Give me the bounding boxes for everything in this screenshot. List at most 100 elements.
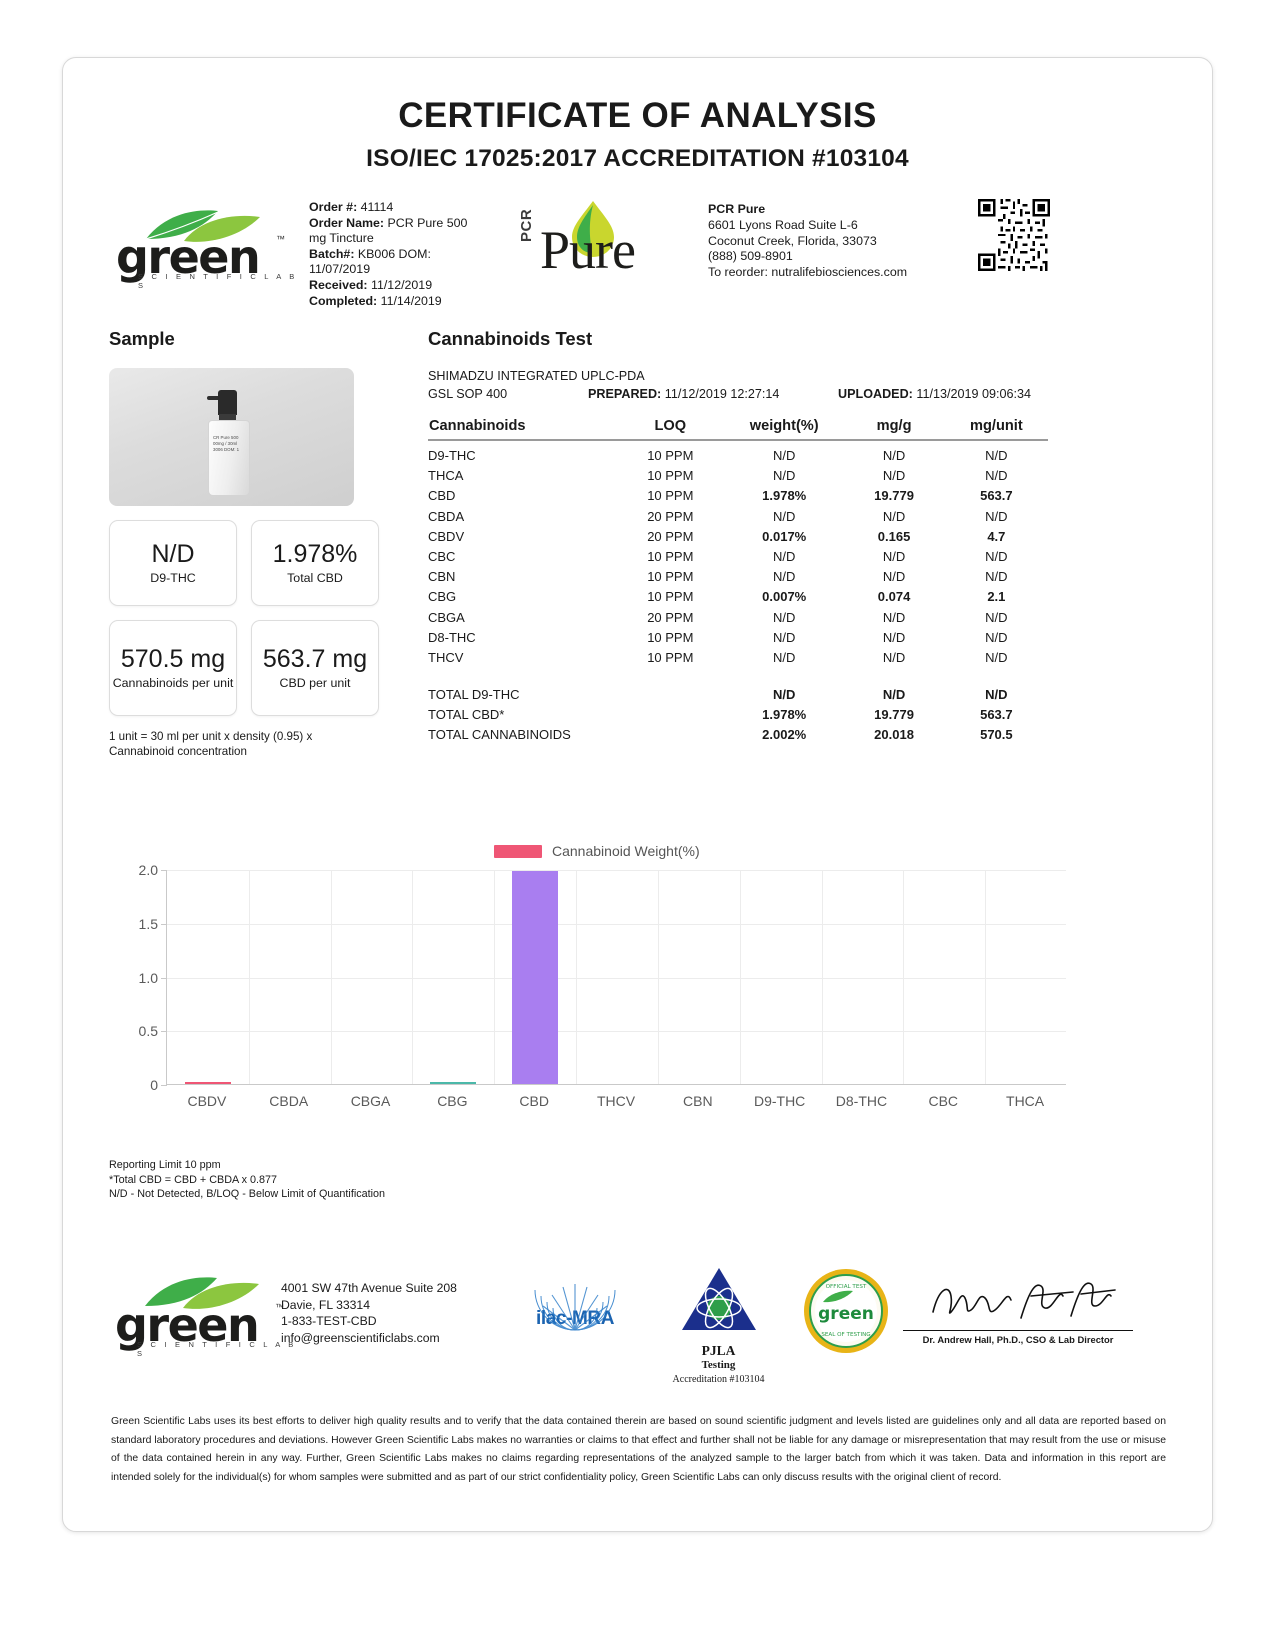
order-name-value: PCR Pure 500 mg Tincture <box>309 215 468 246</box>
client-phone: (888) 509-8901 <box>708 249 793 264</box>
bottle-label-text: CR Pure 500 00mg / 30ml 3006 DOM: 1 <box>213 435 240 452</box>
signature-mark-icon <box>903 1272 1133 1330</box>
pcr-prefix: PCR <box>518 208 535 242</box>
pjla-accreditation-text: Accreditation #103104 <box>672 1374 765 1385</box>
chart-gridline-vertical <box>330 870 332 1084</box>
table-row: D8-THC 10 PPM N/D N/D N/D <box>428 627 1048 647</box>
signatory-name: Dr. Andrew Hall, Ph.D., CSO & Lab Direct… <box>903 1330 1133 1345</box>
logo-wordmark: green <box>116 230 261 284</box>
svg-text:green: green <box>818 1304 874 1324</box>
chart-x-tick-label: CBGA <box>350 1093 391 1109</box>
instrument-name: SHIMADZU INTEGRATED UPLC-PDA <box>428 369 645 383</box>
cell-loq: 10 PPM <box>647 488 694 504</box>
cell-loq: 20 PPM <box>647 609 694 625</box>
column-header-mgunit: mg/unit <box>944 417 1048 441</box>
cell-loq <box>616 725 725 745</box>
chart-y-tick-label: 1.0 <box>138 969 158 986</box>
page-title: CERTIFICATE OF ANALYSIS <box>398 96 877 135</box>
summary-box-cannabinoids-per-unit: 570.5 mg Cannabinoids per unit <box>109 620 237 716</box>
lab-address-line1: 4001 SW 47th Avenue Suite 208 <box>281 1281 457 1295</box>
cell-mgunit: N/D <box>985 649 1008 665</box>
table-row: CBGA 20 PPM N/D N/D N/D <box>428 607 1048 627</box>
test-metadata: SHIMADZU INTEGRATED UPLC-PDA GSL SOP 400… <box>428 367 1173 403</box>
chart-y-tickmark <box>161 1031 167 1033</box>
cell-mgunit: N/D <box>985 609 1008 625</box>
cell-mgunit: 563.7 <box>980 707 1013 723</box>
qr-code-icon <box>978 199 1050 271</box>
order-number-value: 41114 <box>360 200 394 214</box>
cell-mgunit: N/D <box>985 629 1008 645</box>
cell-mgunit: 4.7 <box>987 528 1006 544</box>
cell-name: CBN <box>428 569 456 585</box>
summary-box-total-cbd: 1.978% Total CBD <box>251 520 379 606</box>
cell-mgg: N/D <box>882 687 906 703</box>
chart-y-tickmark <box>161 977 167 979</box>
lab-phone: 1-833-TEST-CBD <box>281 1314 377 1329</box>
lab-director-signature: Dr. Andrew Hall, Ph.D., CSO & Lab Direct… <box>903 1272 1133 1345</box>
pure-wordmark: Pure <box>540 220 636 280</box>
pcr-pure-logo: PCR Pure <box>518 201 693 284</box>
cell-mgg: N/D <box>882 569 906 585</box>
client-contact: PCR Pure 6601 Lyons Road Suite L-6 Cocon… <box>708 202 907 281</box>
ilac-mra-badge: ilac-MRA <box>515 1264 635 1331</box>
cell-mgunit: 570.5 <box>980 727 1013 743</box>
received-row: Received: 11/12/2019 <box>309 278 469 294</box>
svg-text:SEAL OF TESTING: SEAL OF TESTING <box>821 1332 870 1338</box>
batch-value: KB006 DOM: 11/07/2019 <box>309 246 431 277</box>
table-row: CBC 10 PPM N/D N/D N/D <box>428 546 1048 566</box>
cell-mgg: N/D <box>882 548 906 564</box>
legend-label: Cannabinoid Weight(%) <box>552 843 700 859</box>
chart-gridline-vertical <box>494 870 496 1084</box>
chart-y-tick-label: 0 <box>150 1077 158 1093</box>
legal-disclaimer: Green Scientific Labs uses its best effo… <box>111 1416 1166 1483</box>
cell-name: CBGA <box>428 609 465 625</box>
cannabinoids-table: Cannabinoids LOQ weight(%) mg/g mg/unit … <box>428 417 1048 745</box>
sample-photo: CR Pure 500 00mg / 30ml 3006 DOM: 1 <box>109 368 354 506</box>
chart-bar <box>758 1082 804 1084</box>
page-footer: green ™ S C I E N T I F I C L A B S 4001… <box>63 1258 1212 1418</box>
cell-mgg: N/D <box>882 468 906 484</box>
header-info-strip: green ™ S C I E N T I F I C L A B S Orde… <box>63 196 1212 316</box>
cell-weight: N/D <box>773 629 796 645</box>
chart-x-tick-label: CBN <box>683 1093 713 1109</box>
chart-gridline-vertical <box>576 870 578 1084</box>
client-reorder-url: To reorder: nutralifebiosciences.com <box>708 265 908 280</box>
summary-value: 570.5 mg <box>120 645 226 673</box>
completed-label: Completed: <box>309 293 378 308</box>
cell-mgg: N/D <box>882 629 906 645</box>
uploaded-label: UPLOADED: <box>838 387 913 401</box>
cell-name: D8-THC <box>428 629 476 645</box>
cell-loq <box>616 684 725 704</box>
total-row: TOTAL CBD* 1.978% 19.779 563.7 <box>428 705 1048 725</box>
cell-mgg: N/D <box>882 649 906 665</box>
chart-bar <box>840 1082 886 1084</box>
chart-bar <box>676 1082 722 1084</box>
table-row: THCA 10 PPM N/D N/D N/D <box>428 466 1048 486</box>
ilac-burst-icon <box>525 1264 625 1341</box>
chart-bar <box>594 1082 640 1084</box>
report-body: Sample CR Pure 500 00mg / 30ml 3006 DOM:… <box>63 328 1212 1028</box>
footer-leaf-icon <box>137 1276 287 1321</box>
cell-loq <box>616 705 725 725</box>
completed-value: 11/14/2019 <box>380 293 442 308</box>
chart-bar <box>1003 1082 1049 1084</box>
summary-label: Cannabinoids per unit <box>112 676 234 690</box>
table-row: D9-THC 10 PPM N/D N/D N/D <box>428 440 1048 466</box>
prepared-group: PREPARED: 11/12/2019 12:27:14 <box>588 385 779 403</box>
chart-bar <box>430 1081 477 1084</box>
order-name-label: Order Name: <box>309 215 385 230</box>
column-header-cannabinoids: Cannabinoids <box>428 417 616 441</box>
cell-weight: N/D <box>773 649 796 665</box>
order-name-row: Order Name: PCR Pure 500 mg Tincture <box>309 216 469 247</box>
cell-mgg: 0.074 <box>877 589 911 605</box>
cell-weight: N/D <box>773 468 796 484</box>
chart-gridline-vertical <box>985 870 987 1084</box>
column-header-mgg: mg/g <box>843 417 945 441</box>
table-header-row: Cannabinoids LOQ weight(%) mg/g mg/unit <box>428 417 1048 441</box>
cell-mgg: 19.779 <box>874 707 914 723</box>
chart-x-tick-label: THCV <box>596 1093 636 1109</box>
sop-name: GSL SOP 400 <box>428 387 508 401</box>
chart-gridline <box>167 1031 1066 1033</box>
prepared-value: 11/12/2019 12:27:14 <box>664 387 780 401</box>
lab-email[interactable]: info@greenscientificlabs.com <box>281 1330 440 1345</box>
